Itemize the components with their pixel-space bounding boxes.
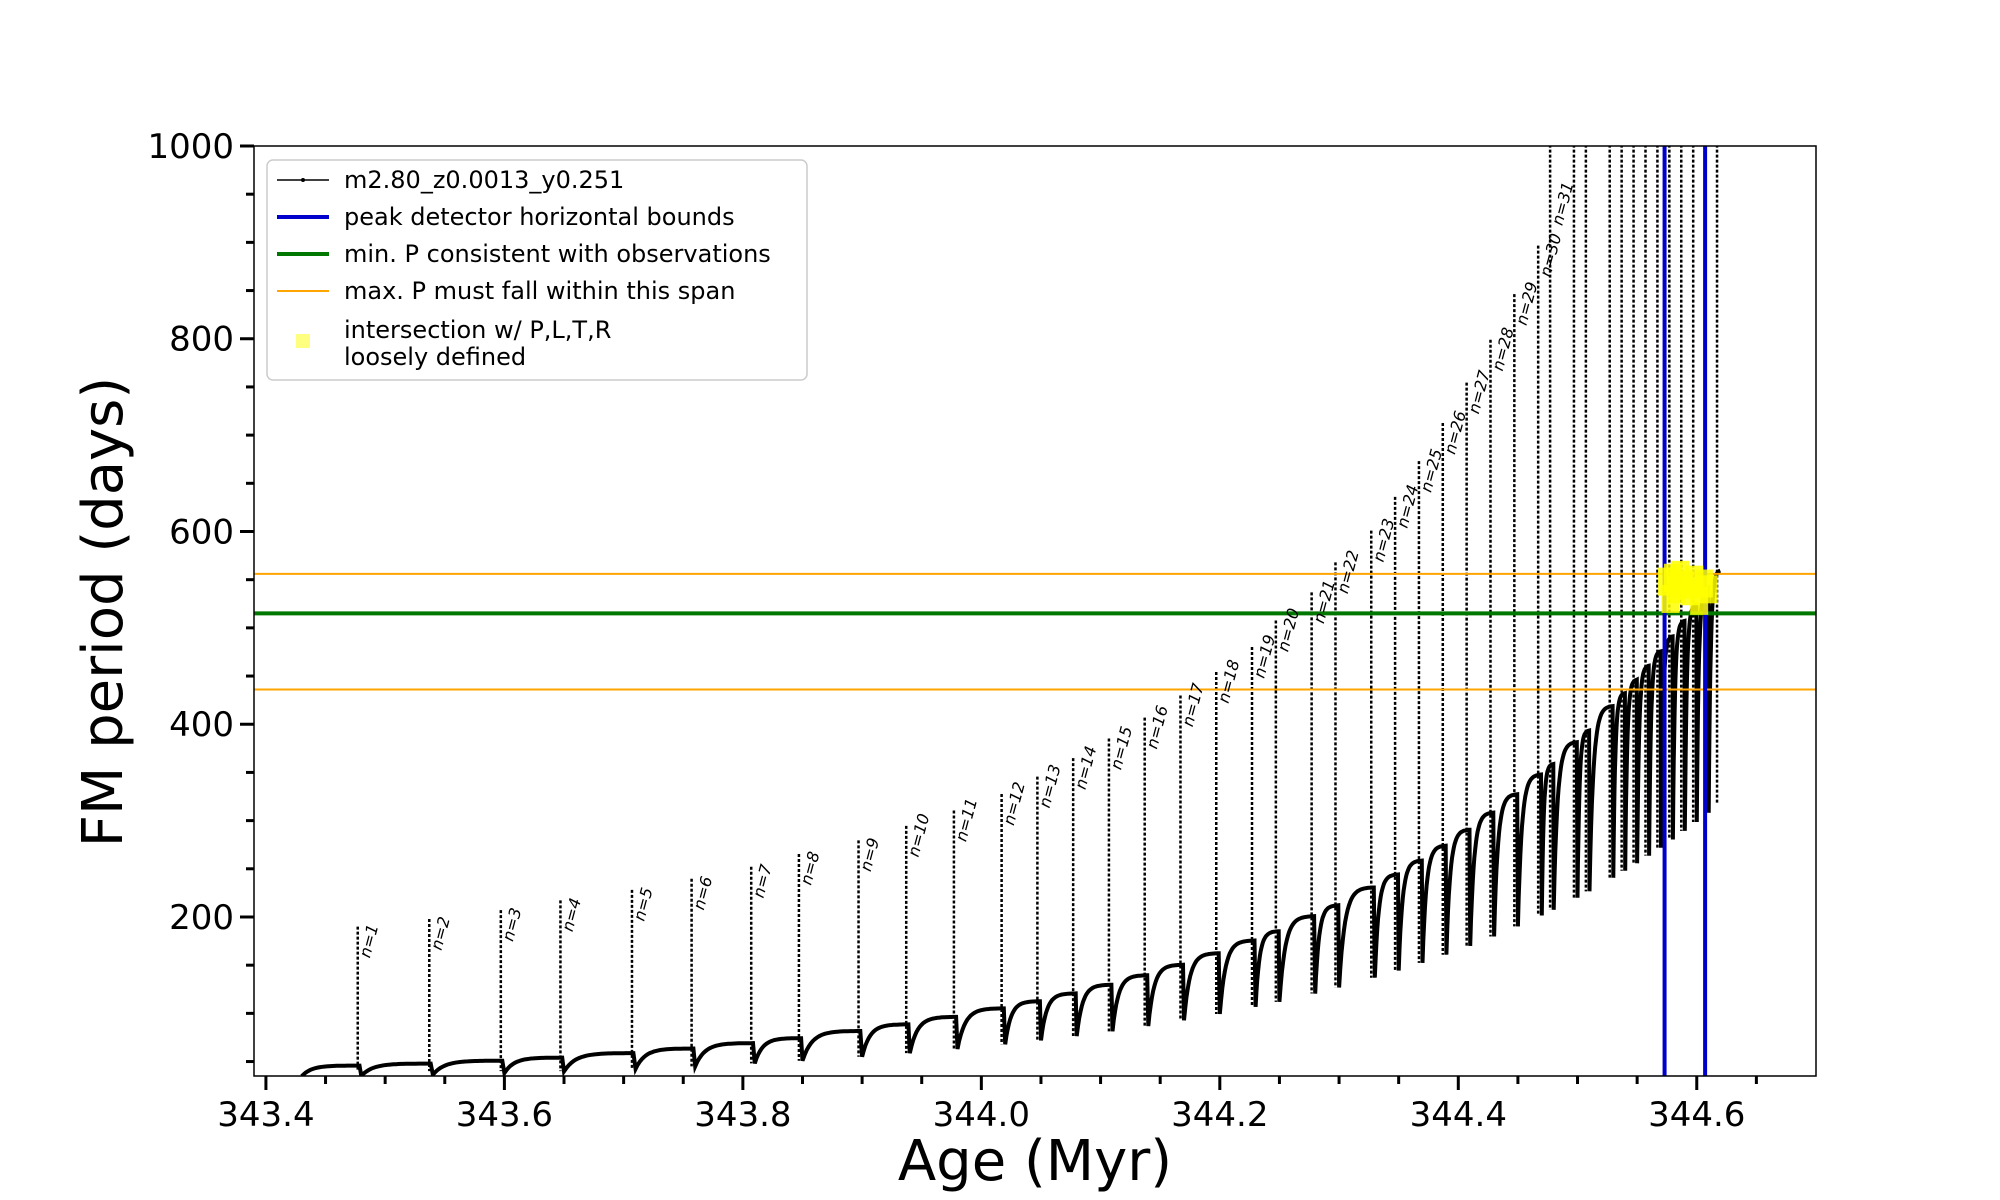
x-tick-label: 344.6 [1648, 1095, 1745, 1135]
x-axis: 343.4 343.6 343.8 344.0 344.2 344.4 344.6 [217, 1076, 1758, 1135]
legend-box [266, 159, 808, 381]
legend-swatch-dot [301, 178, 305, 182]
legend-label: min. P consistent with observations [344, 240, 771, 268]
y-tick-label: 600 [169, 512, 234, 552]
x-tick-label: 344.4 [1410, 1095, 1507, 1135]
legend-label: m2.80_z0.0013_y0.251 [344, 166, 624, 194]
legend-label: peak detector horizontal bounds [344, 203, 735, 231]
y-tick-label: 800 [169, 320, 234, 360]
x-tick-label: 343.4 [217, 1095, 314, 1135]
y-axis-title: FM period (days) [71, 377, 136, 847]
x-tick-label: 344.0 [933, 1095, 1030, 1135]
intersection-marker [1699, 575, 1718, 604]
y-tick-label: 400 [169, 705, 234, 745]
axes-frame [253, 145, 1817, 1077]
y-tick-label: 1000 [147, 127, 234, 167]
series-layer [254, 146, 1816, 1076]
legend-swatch-marker [296, 334, 310, 348]
legend-label: max. P must fall within this span [344, 277, 735, 305]
x-axis-title: Age (Myr) [898, 1129, 1172, 1194]
x-tick-label: 343.6 [456, 1095, 553, 1135]
y-axis: 200 400 600 800 1000 [147, 127, 254, 1064]
x-tick-label: 343.8 [694, 1095, 791, 1135]
legend-label: intersection w/ P,L,T,R [344, 316, 611, 344]
legend-label: loosely defined [344, 343, 526, 371]
y-tick-label: 200 [169, 898, 234, 938]
series-line-m2.80 [300, 568, 1722, 1076]
x-tick-label: 344.2 [1171, 1095, 1268, 1135]
